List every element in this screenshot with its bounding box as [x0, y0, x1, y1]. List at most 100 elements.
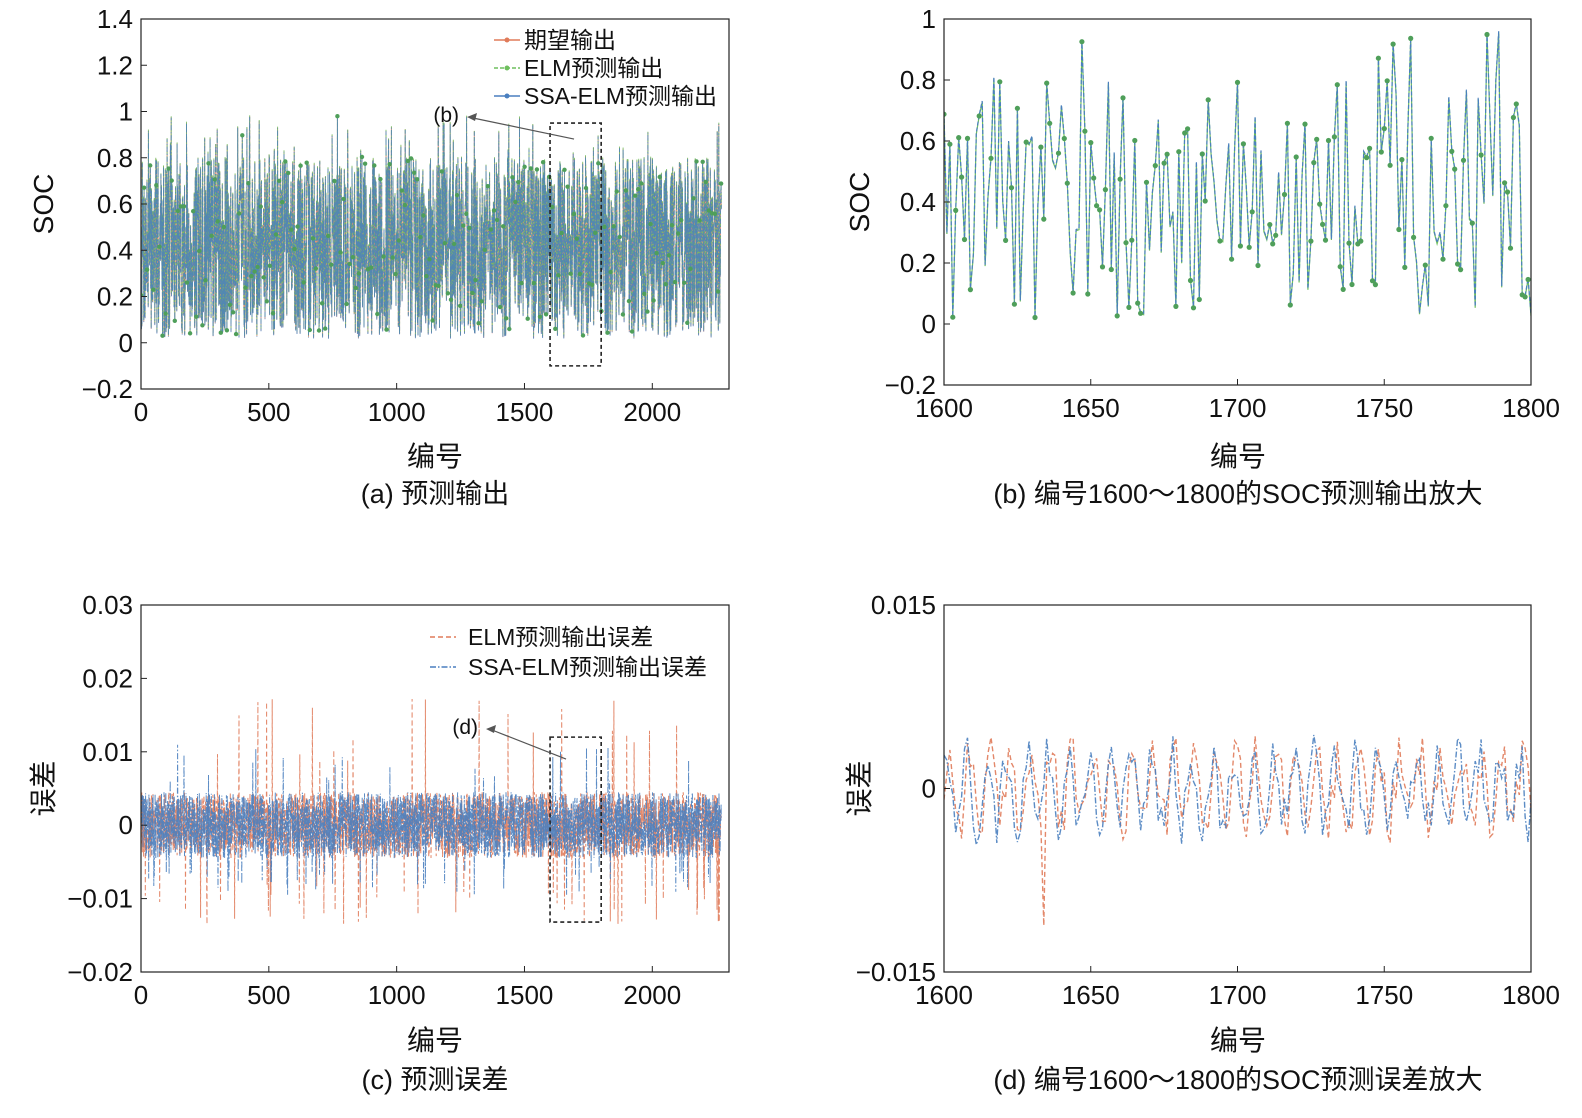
series-line	[944, 734, 1531, 845]
data-point	[1011, 301, 1018, 307]
data-point	[1440, 256, 1446, 262]
data-point	[470, 290, 475, 296]
data-point	[1317, 201, 1323, 207]
data-point	[273, 232, 279, 237]
data-point	[636, 187, 641, 192]
data-point	[163, 311, 168, 316]
data-point	[362, 161, 368, 166]
data-point	[1525, 276, 1531, 283]
data-point	[1102, 187, 1108, 193]
data-point	[249, 273, 254, 279]
data-point	[212, 177, 217, 182]
data-point	[568, 271, 573, 276]
data-point	[1270, 241, 1276, 247]
data-point	[356, 271, 362, 276]
data-point	[565, 184, 570, 189]
data-point	[258, 204, 263, 209]
data-point	[537, 314, 543, 319]
data-point	[1325, 137, 1332, 144]
data-point	[1099, 264, 1106, 270]
data-point	[504, 316, 509, 321]
data-point	[663, 282, 668, 287]
x-tick-label: 1500	[496, 980, 554, 1010]
data-point	[1164, 151, 1170, 157]
data-point	[1443, 203, 1449, 209]
x-tick-label: 500	[247, 397, 290, 427]
data-point	[1387, 162, 1393, 168]
data-point	[718, 181, 724, 186]
data-point	[632, 193, 638, 198]
panel-caption: (a) 预测输出	[361, 479, 510, 509]
data-point	[491, 208, 497, 213]
data-point	[181, 204, 187, 209]
data-point	[577, 271, 583, 277]
data-point	[657, 174, 662, 180]
data-point	[252, 269, 257, 274]
data-point	[1044, 80, 1050, 86]
plot-frame	[943, 18, 1532, 386]
data-point	[1199, 151, 1205, 157]
data-point	[964, 135, 971, 141]
data-point	[1173, 303, 1179, 309]
data-point	[947, 141, 953, 147]
data-point	[319, 301, 325, 306]
data-point	[448, 297, 454, 302]
data-point	[528, 166, 533, 171]
data-point	[298, 163, 303, 168]
data-point	[507, 326, 512, 332]
data-point	[1091, 175, 1097, 181]
data-point	[381, 254, 386, 259]
data-point	[169, 178, 174, 183]
data-point	[967, 287, 974, 293]
zoom-arrow	[472, 117, 575, 140]
data-point	[338, 250, 343, 255]
panel-caption: (b) 编号1600～1800的SOC预测输出放大	[993, 479, 1482, 509]
data-point	[497, 304, 503, 310]
x-tick-label: 1600	[915, 980, 973, 1010]
x-axis-label: 编号	[407, 441, 463, 472]
data-point	[280, 199, 285, 205]
x-axis-label: 编号	[407, 1025, 463, 1056]
data-point	[461, 223, 466, 228]
data-point	[215, 219, 220, 224]
data-point	[1469, 220, 1475, 226]
data-point	[344, 301, 349, 307]
data-point	[418, 234, 423, 240]
data-point	[1284, 120, 1290, 126]
data-point	[157, 244, 162, 249]
data-point	[1331, 134, 1337, 140]
data-point	[240, 133, 245, 138]
data-point	[1411, 234, 1417, 240]
data-point	[1408, 35, 1414, 42]
data-point	[393, 271, 398, 277]
data-point	[1240, 141, 1246, 147]
x-tick-label: 2000	[623, 397, 681, 427]
data-point	[436, 283, 441, 288]
data-point	[715, 289, 721, 294]
data-point	[672, 279, 678, 285]
data-point	[230, 310, 236, 315]
data-point	[283, 159, 288, 164]
zoom-arrow-head	[486, 725, 496, 733]
data-point	[439, 169, 444, 174]
data-point	[1375, 55, 1381, 61]
data-point	[519, 280, 524, 286]
data-point	[1097, 207, 1103, 213]
data-point	[1390, 41, 1396, 47]
data-point	[944, 111, 947, 117]
data-point	[1152, 163, 1158, 169]
data-point	[675, 231, 681, 236]
data-point	[295, 224, 300, 229]
data-point	[660, 260, 665, 266]
data-point	[1117, 176, 1123, 182]
data-point	[666, 253, 672, 258]
data-point	[378, 176, 383, 182]
data-point	[408, 156, 414, 161]
legend-marker	[504, 37, 510, 43]
data-point	[175, 208, 180, 214]
y-tick-label: 0.6	[97, 189, 133, 219]
data-point	[959, 174, 965, 180]
data-point	[1369, 278, 1376, 284]
data-point	[1422, 262, 1428, 268]
data-point	[246, 181, 251, 186]
